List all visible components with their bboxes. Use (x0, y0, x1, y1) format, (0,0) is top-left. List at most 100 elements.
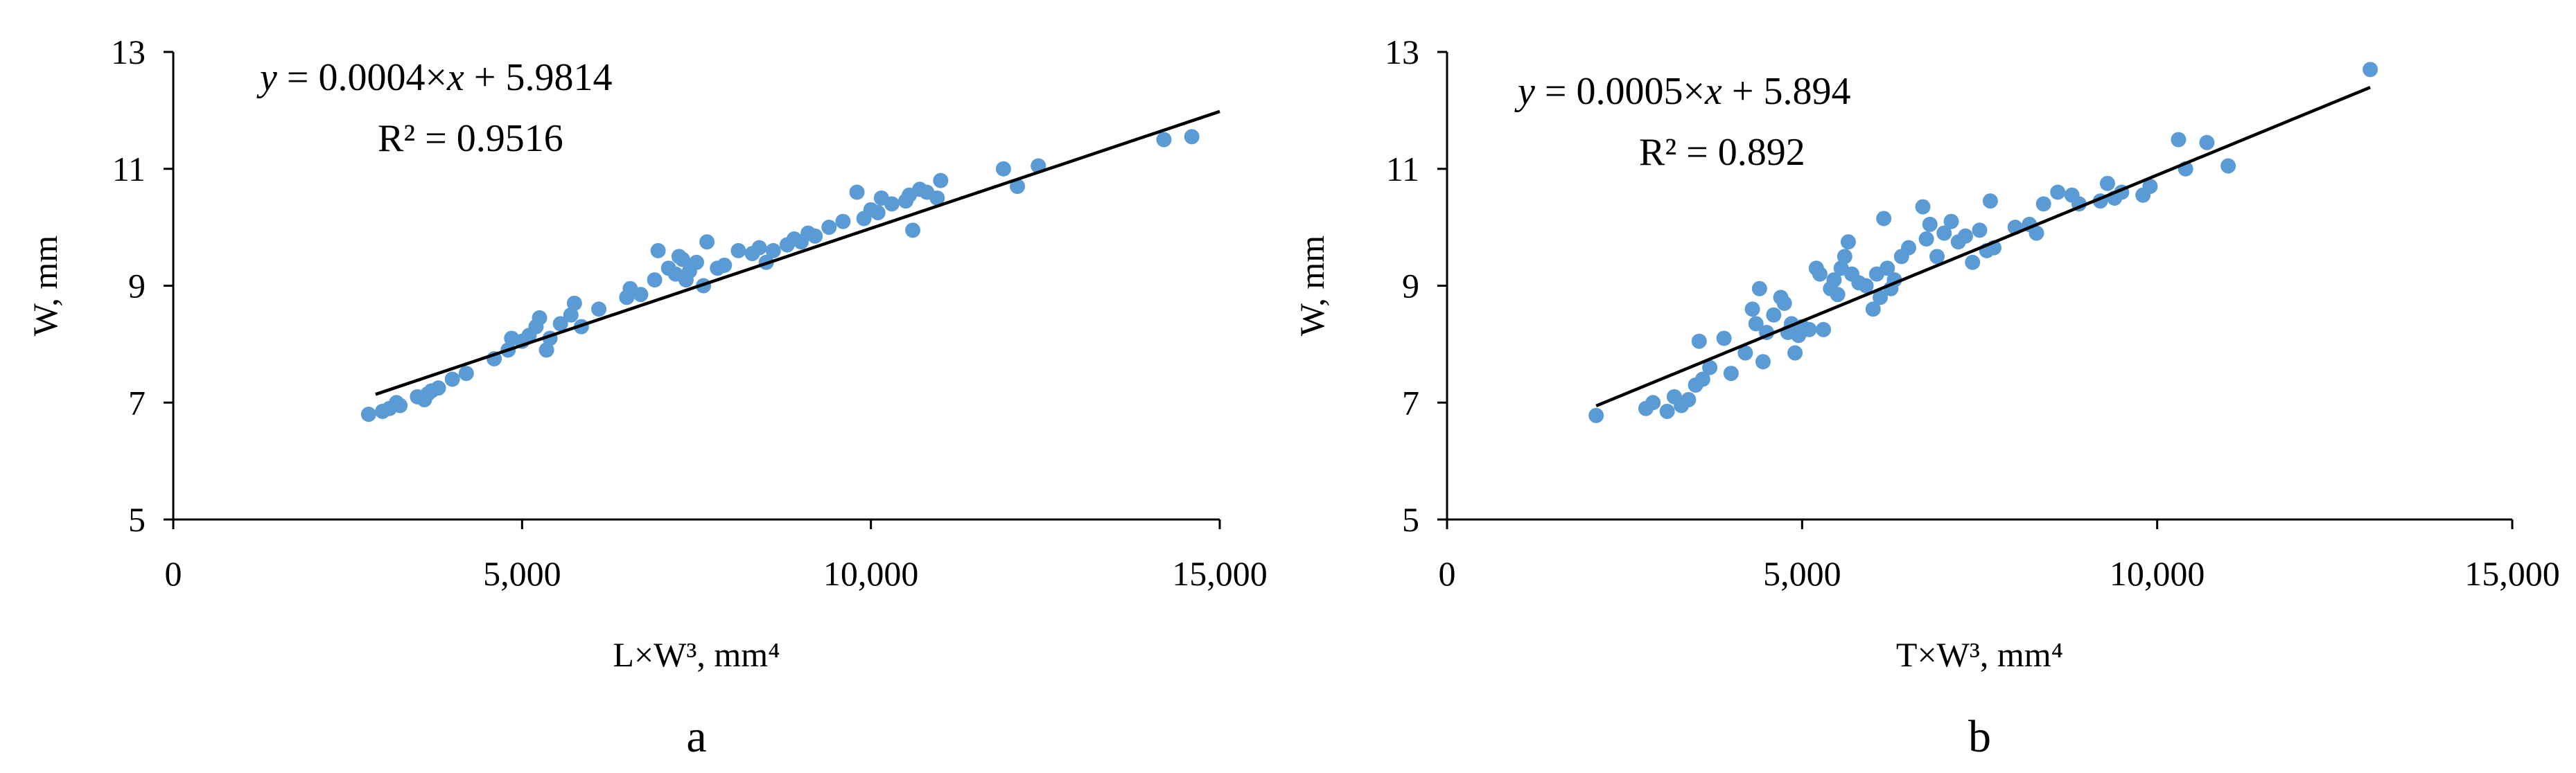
data-point-b (1755, 354, 1771, 370)
y-tick-label: 11 (1386, 150, 1419, 188)
data-point-b (1915, 199, 1931, 215)
chart-panel-b: 0 5,000 10,000 15,000 5 7 9 11 13 y = 0.0005×x … (1293, 33, 2560, 762)
data-point-b (1830, 287, 1846, 303)
data-point-a (699, 234, 715, 250)
data-point-a (552, 316, 568, 332)
y-tick-label: 7 (128, 383, 146, 422)
data-point-a (870, 205, 886, 221)
data-point-b (1744, 301, 1760, 317)
x-tick-label: 5,000 (1763, 554, 1841, 593)
data-point-b (2199, 134, 2215, 150)
trend-equation-a: y = 0.0004×x + 5.9814 (256, 56, 612, 99)
data-point-a (849, 184, 865, 200)
data-point-b (2035, 196, 2051, 212)
data-point-b (1716, 330, 1732, 346)
data-point-b (1681, 392, 1697, 408)
data-point-a (538, 342, 554, 358)
data-point-a (765, 242, 781, 258)
y-tick-label: 9 (1402, 267, 1419, 305)
x-axis-title-a: L×W³, mm⁴ (613, 635, 780, 674)
data-point-a (821, 220, 837, 236)
data-point-a (458, 366, 474, 382)
data-point-b (1982, 193, 1998, 209)
panel-label-b: b (1968, 711, 1991, 762)
data-point-b (1918, 231, 1934, 247)
data-point-a (884, 196, 900, 212)
data-point-a (633, 287, 649, 303)
data-point-a (835, 213, 851, 229)
y-ticks-b: 5 7 9 11 13 (1385, 33, 1447, 539)
data-point-a (360, 407, 376, 423)
data-point-b (1776, 295, 1792, 311)
equation-middle-b: = 0.0005× (1535, 70, 1705, 113)
data-point-a (1184, 129, 1200, 145)
data-point-b (1840, 234, 1856, 250)
r-squared-b: R² = 0.892 (1639, 131, 1805, 174)
data-point-b (2099, 175, 2115, 191)
equation-y-var-b: y (1514, 70, 1535, 113)
data-point-b (1801, 321, 1817, 337)
data-point-b (1723, 366, 1739, 382)
equation-x-var-b: x (1704, 70, 1722, 113)
y-tick-label: 5 (128, 500, 146, 539)
data-point-b (1972, 222, 1988, 238)
trendline-b (1595, 86, 2371, 408)
y-tick-label: 5 (1402, 500, 1419, 539)
data-point-a (566, 295, 582, 311)
trend-equation-b: y = 0.0005×x + 5.894 (1514, 70, 1850, 113)
data-point-a (647, 272, 663, 288)
data-point-a (430, 380, 446, 396)
data-point-a (674, 251, 690, 267)
data-point-b (1858, 278, 1874, 294)
data-point-b (1876, 211, 1892, 226)
data-point-b (1865, 301, 1881, 317)
data-point-a (717, 257, 733, 273)
y-axis-title-a: W, mm (26, 236, 64, 336)
scatter-points-b (1588, 62, 2378, 423)
data-point-b (1659, 403, 1675, 419)
data-point-a (933, 172, 949, 188)
x-ticks-b: 0 5,000 10,000 15,000 (1439, 519, 2560, 593)
data-point-b (2171, 132, 2187, 148)
data-point-b (1965, 254, 1981, 270)
r-squared-a: R² = 0.9516 (378, 117, 563, 160)
data-point-b (1702, 359, 1718, 375)
y-tick-label: 13 (111, 33, 146, 71)
data-point-a (392, 398, 408, 414)
data-point-a (591, 301, 607, 317)
data-point-b (1901, 240, 1917, 256)
data-point-b (1766, 307, 1782, 323)
x-ticks-a: 0 5,000 10,000 15,000 (165, 519, 1268, 593)
data-point-a (929, 190, 945, 206)
y-tick-label: 7 (1402, 383, 1419, 422)
data-point-b (1787, 345, 1803, 361)
x-tick-label: 5,000 (483, 554, 561, 593)
data-point-a (689, 254, 704, 270)
data-point-b (1694, 371, 1710, 387)
equation-tail-b: + 5.894 (1722, 70, 1851, 113)
data-point-b (1826, 272, 1842, 288)
data-point-b (2142, 179, 2158, 195)
panel-label-a: a (686, 711, 706, 762)
data-point-a (1010, 179, 1026, 195)
data-point-a (532, 310, 547, 326)
data-point-a (905, 222, 921, 238)
trendline-a (375, 109, 1220, 396)
data-point-b (1958, 228, 1974, 244)
data-point-b (1588, 407, 1604, 423)
data-point-b (1737, 345, 1753, 361)
data-point-b (1691, 333, 1707, 349)
data-point-b (1943, 213, 1959, 229)
data-point-b (1936, 225, 1952, 241)
data-point-a (807, 228, 823, 244)
x-tick-label: 0 (165, 554, 182, 593)
data-point-b (1922, 216, 1938, 232)
y-tick-label: 11 (112, 150, 146, 188)
y-tick-label: 9 (128, 267, 146, 305)
x-tick-label: 15,000 (1172, 554, 1268, 593)
x-tick-label: 10,000 (823, 554, 919, 593)
data-point-b (1812, 266, 1828, 282)
data-point-a (751, 240, 767, 256)
data-point-a (650, 242, 666, 258)
